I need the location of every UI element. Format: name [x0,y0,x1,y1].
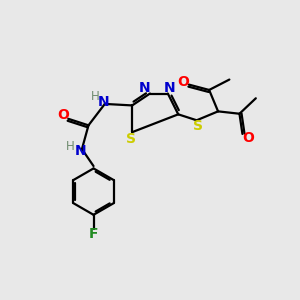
Text: N: N [74,144,86,158]
Text: N: N [139,81,151,95]
Text: N: N [164,81,175,95]
Text: O: O [178,75,190,88]
Text: S: S [126,132,136,146]
Text: H: H [66,140,75,153]
Text: O: O [57,108,69,122]
Text: O: O [242,131,254,146]
Text: F: F [89,227,98,241]
Text: S: S [193,118,203,133]
Text: N: N [98,95,109,109]
Text: H: H [91,90,100,103]
